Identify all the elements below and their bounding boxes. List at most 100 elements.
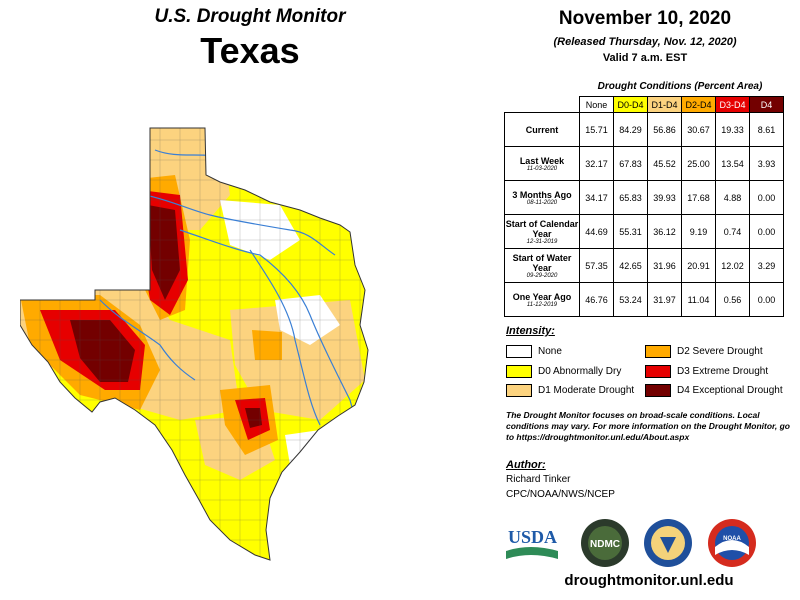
table-cell: 32.17 bbox=[579, 146, 614, 181]
table-cell: 4.88 bbox=[715, 180, 750, 215]
table-cell: 36.12 bbox=[647, 214, 682, 249]
table-cell: 9.19 bbox=[681, 214, 716, 249]
table-cell: 55.31 bbox=[613, 214, 648, 249]
table-cell: 0.56 bbox=[715, 282, 750, 317]
row-label-text: Current bbox=[525, 124, 559, 135]
table-cell: 0.74 bbox=[715, 214, 750, 249]
noaa-logo-text: NOAA bbox=[723, 536, 741, 542]
table-cell: 0.00 bbox=[749, 282, 784, 317]
table-cell: 53.24 bbox=[613, 282, 648, 317]
table-cell: 45.52 bbox=[647, 146, 682, 181]
ndmc-logo: NDMC bbox=[581, 519, 629, 567]
table-row: One Year Ago 11-12-2019 46.76 53.24 31.97 11.… bbox=[504, 282, 784, 317]
monitor-note: The Drought Monitor focuses on broad-sca… bbox=[506, 410, 790, 442]
table-cell: 31.96 bbox=[647, 248, 682, 283]
table-cell: 0.00 bbox=[749, 214, 784, 249]
intensity-title: Intensity: bbox=[506, 325, 555, 337]
usda-logo-text: USDA bbox=[508, 527, 557, 547]
drought-conditions-table: None D0-D4 D1-D4 D2-D4 D3-D4 D4 Current 15.71 8… bbox=[504, 96, 784, 317]
table-cell: 65.83 bbox=[613, 180, 648, 215]
legend-item-d4: D4 Exceptional Drought bbox=[645, 384, 783, 397]
legend-swatch bbox=[506, 345, 532, 358]
table-row: Start of Calendar Year 12-31-2019 44.69 55.… bbox=[504, 214, 784, 249]
row-label: Last Week 11-03-2020 bbox=[504, 146, 580, 181]
table-corner bbox=[505, 97, 580, 113]
table-cell: 30.67 bbox=[681, 112, 716, 147]
table-cell: 57.35 bbox=[579, 248, 614, 283]
website-link[interactable]: droughtmonitor.unl.edu bbox=[564, 572, 734, 589]
legend-label: D0 Abnormally Dry bbox=[538, 366, 622, 377]
table-cell: 12.02 bbox=[715, 248, 750, 283]
row-label-text: Start of Water Year bbox=[512, 252, 572, 273]
legend-label: D3 Extreme Drought bbox=[677, 366, 769, 377]
table-cell: 56.86 bbox=[647, 112, 682, 147]
table-cell: 20.91 bbox=[681, 248, 716, 283]
table-body: Current 15.71 84.29 56.86 30.67 19.33 8.61 Last… bbox=[504, 112, 784, 317]
row-label: 3 Months Ago 08-11-2020 bbox=[504, 180, 580, 215]
table-cell: 25.00 bbox=[681, 146, 716, 181]
table-cell: 0.00 bbox=[749, 180, 784, 215]
table-cell: 84.29 bbox=[613, 112, 648, 147]
column-header-d3-d4: D3-D4 bbox=[715, 96, 750, 113]
conditions-table-title: Drought Conditions (Percent Area) bbox=[597, 81, 763, 92]
legend-swatch bbox=[645, 384, 671, 397]
table-cell: 44.69 bbox=[579, 214, 614, 249]
legend-swatch bbox=[645, 365, 671, 378]
legend-label: D1 Moderate Drought bbox=[538, 385, 635, 396]
row-label-text: Start of Calendar Year bbox=[505, 218, 579, 239]
usda-logo: USDA bbox=[506, 527, 558, 559]
legend-swatch bbox=[645, 345, 671, 358]
table-cell: 46.76 bbox=[579, 282, 614, 317]
row-label: Current bbox=[504, 112, 580, 147]
column-header-d2-d4: D2-D4 bbox=[681, 96, 716, 113]
table-cell: 11.04 bbox=[681, 282, 716, 317]
legend-label: D2 Severe Drought bbox=[677, 346, 763, 357]
table-cell: 67.83 bbox=[613, 146, 648, 181]
table-cell: 17.68 bbox=[681, 180, 716, 215]
table-cell: 34.17 bbox=[579, 180, 614, 215]
map-date: November 10, 2020 bbox=[558, 8, 732, 29]
legend-item-d3: D3 Extreme Drought bbox=[645, 365, 768, 378]
table-cell: 8.61 bbox=[749, 112, 784, 147]
ndmc-logo-text: NDMC bbox=[590, 539, 620, 550]
row-date: 09-29-2020 bbox=[526, 272, 558, 279]
row-date: 11-12-2019 bbox=[526, 301, 558, 308]
table-cell: 31.97 bbox=[647, 282, 682, 317]
state-title: Texas bbox=[200, 30, 300, 71]
row-date: 08-11-2020 bbox=[526, 199, 558, 206]
legend-item-d2: D2 Severe Drought bbox=[645, 345, 763, 358]
author-org: CPC/NOAA/NWS/NCEP bbox=[506, 489, 615, 500]
table-cell: 13.54 bbox=[715, 146, 750, 181]
row-label-text: One Year Ago bbox=[512, 291, 572, 302]
table-cell: 15.71 bbox=[579, 112, 614, 147]
release-date: (Released Thursday, Nov. 12, 2020) bbox=[553, 36, 737, 48]
table-row: 3 Months Ago 08-11-2020 34.17 65.83 39.93 17.… bbox=[504, 180, 784, 215]
table-cell: 39.93 bbox=[647, 180, 682, 215]
texas-drought-map bbox=[20, 127, 369, 561]
column-header-d0-d4: D0-D4 bbox=[613, 96, 648, 113]
row-date: 12-31-2019 bbox=[526, 238, 558, 245]
noaa-logo: NOAA bbox=[708, 519, 756, 567]
column-header-d1-d4: D1-D4 bbox=[647, 96, 682, 113]
partner-logos: USDA NDMC NOAA bbox=[506, 519, 756, 567]
table-row: Current 15.71 84.29 56.86 30.67 19.33 8.61 bbox=[504, 112, 784, 147]
table-cell: 3.93 bbox=[749, 146, 784, 181]
legend-label: None bbox=[538, 346, 562, 357]
valid-time: Valid 7 a.m. EST bbox=[602, 52, 688, 64]
author-title: Author: bbox=[506, 459, 546, 471]
column-header-none: None bbox=[579, 96, 614, 113]
legend-label: D4 Exceptional Drought bbox=[677, 385, 783, 396]
author-name: Richard Tinker bbox=[506, 474, 571, 485]
table-cell: 42.65 bbox=[613, 248, 648, 283]
doc-seal-logo bbox=[644, 519, 692, 567]
legend-item-d1: D1 Moderate Drought bbox=[506, 384, 634, 397]
monitor-title: U.S. Drought Monitor bbox=[154, 6, 346, 27]
row-label: Start of Calendar Year 12-31-2019 bbox=[504, 214, 580, 249]
row-label-text: 3 Months Ago bbox=[512, 189, 572, 200]
row-label: One Year Ago 11-12-2019 bbox=[504, 282, 580, 317]
row-date: 11-03-2020 bbox=[526, 165, 558, 172]
table-cell: 3.29 bbox=[749, 248, 784, 283]
table-row: Last Week 11-03-2020 32.17 67.83 45.52 25.00 1… bbox=[504, 146, 784, 181]
legend-item-none: None bbox=[506, 345, 562, 358]
table-cell: 19.33 bbox=[715, 112, 750, 147]
